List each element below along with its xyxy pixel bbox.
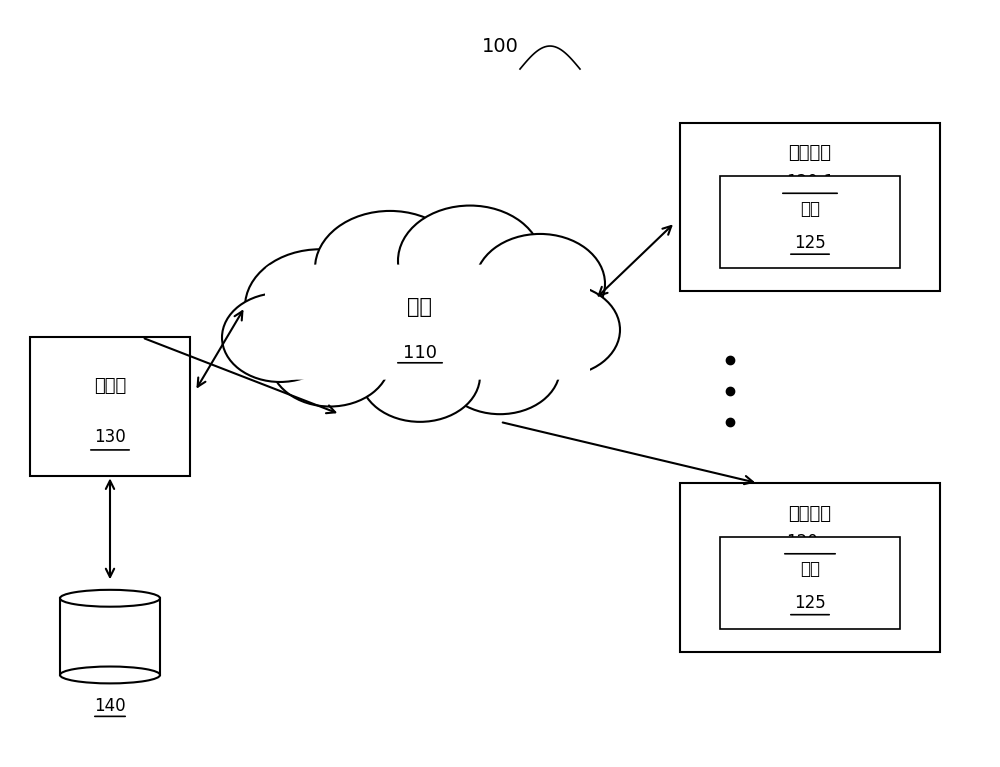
Text: 服务器: 服务器 — [94, 377, 126, 395]
Circle shape — [315, 211, 465, 326]
Text: 代理: 代理 — [800, 199, 820, 218]
FancyBboxPatch shape — [680, 483, 940, 652]
Circle shape — [360, 330, 480, 422]
FancyBboxPatch shape — [720, 537, 900, 629]
Text: 用户装置: 用户装置 — [788, 505, 832, 522]
Circle shape — [440, 322, 560, 414]
FancyBboxPatch shape — [720, 176, 900, 268]
Text: 代理: 代理 — [800, 560, 820, 578]
Text: 130: 130 — [94, 428, 126, 446]
Circle shape — [475, 234, 605, 334]
Text: 网络: 网络 — [408, 297, 432, 317]
FancyBboxPatch shape — [265, 265, 590, 380]
Text: 125: 125 — [794, 234, 826, 252]
Text: 125: 125 — [794, 594, 826, 612]
Text: 140: 140 — [94, 696, 126, 715]
FancyBboxPatch shape — [30, 337, 190, 476]
Circle shape — [245, 249, 395, 364]
Bar — [60, 598, 160, 675]
Ellipse shape — [60, 590, 160, 607]
Circle shape — [222, 293, 338, 382]
Text: 120-n: 120-n — [786, 533, 834, 551]
Circle shape — [270, 314, 390, 407]
Text: 100: 100 — [482, 37, 518, 55]
Ellipse shape — [60, 667, 160, 683]
FancyBboxPatch shape — [680, 123, 940, 291]
Circle shape — [500, 284, 620, 376]
Text: 120-1: 120-1 — [786, 173, 834, 191]
Circle shape — [398, 206, 542, 316]
Text: 110: 110 — [403, 344, 437, 362]
Text: 用户装置: 用户装置 — [788, 144, 832, 162]
